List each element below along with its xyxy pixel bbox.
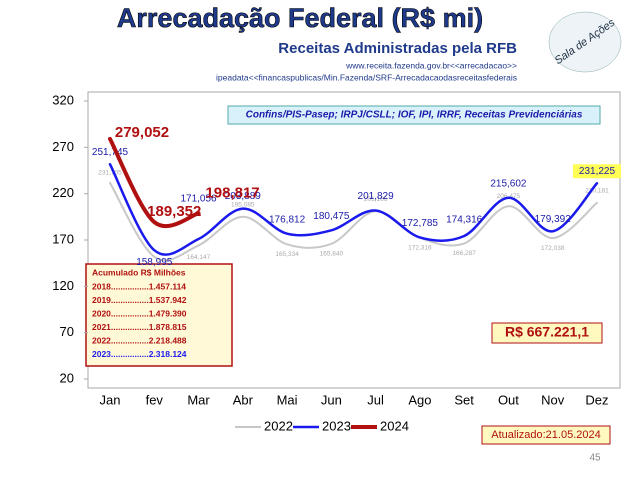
accumulated-box bbox=[85, 263, 233, 367]
x-tick-label: Ago bbox=[408, 392, 431, 407]
value-label: 195,085 bbox=[231, 201, 255, 208]
value-label: 174,316 bbox=[446, 215, 483, 226]
updated-label: Atualizado:21.05.2024 bbox=[491, 429, 600, 441]
chart-title: Arrecadação Federal (R$ mi) bbox=[117, 3, 483, 33]
value-label: 201,829 bbox=[358, 191, 395, 202]
value-label: 171,056 bbox=[180, 194, 217, 205]
accumulated-line: 2021................1.878.815 bbox=[92, 322, 187, 332]
x-tick-label: fev bbox=[146, 392, 164, 407]
total-box bbox=[491, 322, 603, 344]
value-label: 164,147 bbox=[187, 254, 211, 261]
accumulated-line: 2020................1.479.390 bbox=[92, 308, 187, 318]
value-label: 210,181 bbox=[585, 187, 609, 194]
value-label: 166,287 bbox=[452, 250, 476, 257]
value-label: 198,817 bbox=[205, 184, 259, 201]
x-tick-label: Jan bbox=[100, 392, 121, 407]
value-label: 176,812 bbox=[269, 214, 306, 225]
legend-label: 2023 bbox=[322, 418, 351, 433]
x-tick-label: Dez bbox=[585, 392, 608, 407]
value-label: 172,785 bbox=[402, 218, 439, 229]
x-tick-label: Mar bbox=[187, 392, 210, 407]
logo: Sala de Ações bbox=[548, 11, 622, 73]
accumulated-line: 2019................1.537.942 bbox=[92, 295, 187, 305]
series-line bbox=[108, 136, 201, 229]
x-tick-label: Set bbox=[454, 392, 474, 407]
value-label: 215,602 bbox=[490, 178, 527, 189]
value-label: 172,038 bbox=[541, 245, 565, 252]
x-tick-label: Abr bbox=[233, 392, 254, 407]
chart-subtitle: Receitas Administradas pela RFB bbox=[278, 40, 517, 57]
y-tick-label: 20 bbox=[60, 370, 74, 385]
value-label: 279,052 bbox=[115, 124, 169, 141]
value-label: 231,225 bbox=[579, 166, 616, 177]
value-label: 158,995 bbox=[136, 257, 173, 268]
value-label: 180,475 bbox=[313, 211, 350, 222]
x-tick-label: Jul bbox=[367, 392, 384, 407]
page-number: 45 bbox=[589, 453, 601, 464]
legend-label: 2024 bbox=[380, 418, 409, 433]
value-label: 206,475 bbox=[497, 193, 521, 200]
updated-box bbox=[481, 425, 611, 445]
series-line bbox=[108, 163, 599, 256]
total-label: R$ 667.221,1 bbox=[505, 324, 589, 340]
value-label: 172,316 bbox=[408, 245, 432, 252]
value-label: 165,334 bbox=[275, 251, 299, 258]
accumulated-title: Acumulado R$ Milhões bbox=[92, 267, 186, 277]
value-label: 231,705 bbox=[98, 170, 122, 177]
value-label: 165,840 bbox=[320, 251, 344, 258]
value-label: 201,166 bbox=[364, 196, 388, 203]
value-label: 251,745 bbox=[92, 147, 129, 158]
accumulated-line: 2023................2.318.124 bbox=[92, 349, 187, 359]
accumulated-line: 2022................2.218.488 bbox=[92, 335, 187, 345]
y-tick-label: 70 bbox=[60, 324, 74, 339]
value-label: 179,392 bbox=[535, 214, 572, 225]
x-tick-label: Nov bbox=[541, 392, 565, 407]
y-tick-label: 270 bbox=[52, 139, 74, 154]
y-tick-label: 170 bbox=[52, 231, 74, 246]
highlight-box bbox=[572, 164, 621, 179]
y-tick-label: 120 bbox=[52, 278, 74, 293]
y-tick-label: 320 bbox=[52, 92, 74, 107]
x-tick-label: Mai bbox=[277, 392, 298, 407]
source-line: www.receita.fazenda.gov.br<<arrecadacao>… bbox=[345, 60, 517, 70]
note-text: Confins/PIS-Pasep; IRPJ/CSLL; IOF, IPI, … bbox=[246, 110, 583, 121]
note-box bbox=[227, 105, 601, 125]
value-label: 189,352 bbox=[147, 203, 201, 220]
value-label: 203,889 bbox=[225, 191, 262, 202]
series-line bbox=[109, 181, 598, 262]
legend-label: 2022 bbox=[264, 418, 293, 433]
y-tick-label: 220 bbox=[52, 185, 74, 200]
x-tick-label: Jun bbox=[321, 392, 342, 407]
x-tick-label: Out bbox=[498, 392, 519, 407]
source-line: ipeadata<<financaspublicas/Min.Fazenda/S… bbox=[216, 72, 517, 82]
accumulated-line: 2018................1.457.114 bbox=[92, 281, 186, 291]
logo-globe bbox=[548, 11, 622, 73]
